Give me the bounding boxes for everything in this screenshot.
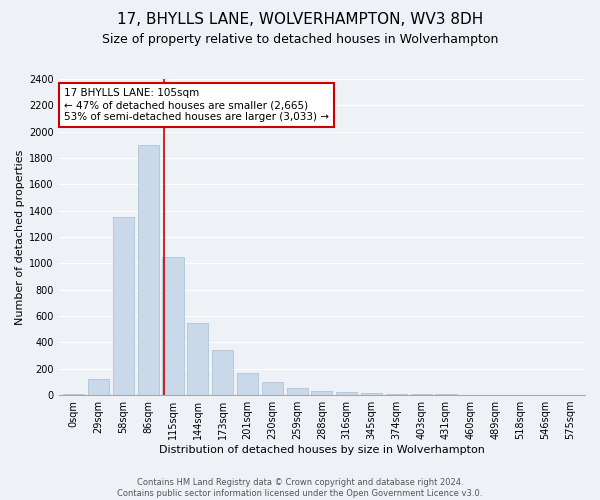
Bar: [113, 218, 134, 395]
Bar: [361, 393, 382, 395]
Y-axis label: Number of detached properties: Number of detached properties: [15, 150, 25, 324]
Bar: [336, 392, 357, 395]
Bar: [187, 322, 208, 395]
Bar: [386, 394, 407, 395]
Bar: [237, 372, 258, 395]
Bar: [311, 391, 332, 395]
Bar: [410, 394, 432, 395]
Text: Contains HM Land Registry data © Crown copyright and database right 2024.
Contai: Contains HM Land Registry data © Crown c…: [118, 478, 482, 498]
Text: Size of property relative to detached houses in Wolverhampton: Size of property relative to detached ho…: [102, 32, 498, 46]
Bar: [88, 380, 109, 395]
Bar: [287, 388, 308, 395]
X-axis label: Distribution of detached houses by size in Wolverhampton: Distribution of detached houses by size …: [159, 445, 485, 455]
Text: 17, BHYLLS LANE, WOLVERHAMPTON, WV3 8DH: 17, BHYLLS LANE, WOLVERHAMPTON, WV3 8DH: [117, 12, 483, 28]
Bar: [436, 394, 457, 395]
Text: 17 BHYLLS LANE: 105sqm
← 47% of detached houses are smaller (2,665)
53% of semi-: 17 BHYLLS LANE: 105sqm ← 47% of detached…: [64, 88, 329, 122]
Bar: [63, 394, 84, 395]
Bar: [262, 382, 283, 395]
Bar: [212, 350, 233, 395]
Bar: [163, 257, 184, 395]
Bar: [137, 145, 158, 395]
